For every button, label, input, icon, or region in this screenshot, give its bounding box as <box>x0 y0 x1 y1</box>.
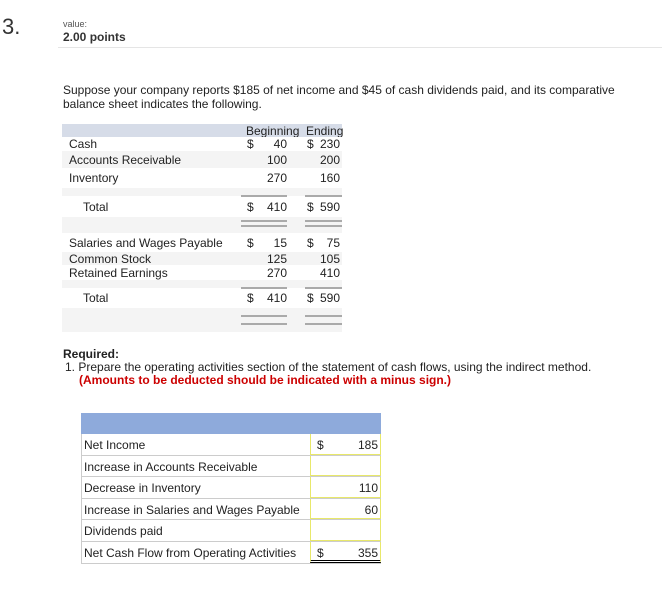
total-underline <box>305 287 342 289</box>
answer-row: Net Income $ 185 <box>81 434 381 456</box>
total-underline <box>241 225 287 227</box>
answer-input[interactable]: 110 <box>310 477 381 498</box>
required-section: Required: 1. Prepare the operating activ… <box>63 348 591 387</box>
dollar-sign: $ <box>307 137 314 151</box>
answer-value: 60 <box>364 502 378 517</box>
beginning-value: 15 <box>273 235 287 250</box>
balance-row: Common Stock 125 105 <box>62 251 342 266</box>
total-underline <box>305 195 342 197</box>
dollar-sign: $ <box>317 546 324 560</box>
required-title: Required: <box>63 347 120 361</box>
beginning-value: 125 <box>266 251 287 266</box>
total-underline <box>241 195 287 197</box>
row-label: Accounts Receivable <box>69 152 182 167</box>
dollar-sign: $ <box>307 291 314 305</box>
answer-label: Increase in Accounts Receivable <box>81 455 310 477</box>
total-underline <box>305 315 342 317</box>
answer-row: Decrease in Inventory 110 <box>81 477 381 499</box>
ending-value: 230 <box>319 137 340 151</box>
spacer-row <box>62 280 342 288</box>
balance-row: Salaries and Wages Payable $ 15 $ 75 <box>62 233 342 252</box>
beginning-value: 270 <box>266 171 287 185</box>
required-note: (Amounts to be deducted should be indica… <box>79 373 452 387</box>
dollar-sign: $ <box>247 291 254 305</box>
spacer-row <box>62 217 342 233</box>
dollar-sign: $ <box>247 235 254 250</box>
balance-row: Accounts Receivable 100 200 <box>62 151 342 168</box>
answer-row: Increase in Salaries and Wages Payable 6… <box>81 498 381 521</box>
balance-row: Retained Earnings 270 410 <box>62 265 342 280</box>
beginning-value: 410 <box>266 291 287 305</box>
row-label: Total <box>83 199 109 214</box>
answer-label: Net Cash Flow from Operating Activities <box>81 542 310 563</box>
row-label: Common Stock <box>69 251 152 266</box>
row-label: Inventory <box>69 171 119 185</box>
spacer-row <box>62 308 342 332</box>
ending-value: 410 <box>319 265 340 280</box>
balance-sheet-header: Beginning Ending <box>62 124 344 138</box>
answer-input[interactable]: $ 355 <box>310 542 381 563</box>
total-underline <box>305 323 342 325</box>
dollar-sign: $ <box>247 199 254 214</box>
answer-input[interactable]: 60 <box>310 498 381 520</box>
answer-label: Decrease in Inventory <box>81 477 310 498</box>
total-row: Total $ 410 $ 590 <box>62 196 342 217</box>
total-underline <box>305 225 342 227</box>
answer-label: Net Income <box>81 434 310 455</box>
answer-input[interactable] <box>310 455 381 477</box>
answer-row: Dividends paid <box>81 520 381 542</box>
dollar-sign: $ <box>307 235 314 250</box>
answer-value: 110 <box>358 481 378 496</box>
header-ending: Ending <box>306 124 344 138</box>
answer-label: Increase in Salaries and Wages Payable <box>81 498 310 520</box>
total-underline <box>241 287 287 289</box>
total-underline <box>241 315 287 317</box>
beginning-value: 270 <box>266 265 287 280</box>
row-label: Retained Earnings <box>69 265 168 280</box>
ending-value: 200 <box>319 152 340 167</box>
ending-value: 105 <box>319 251 340 266</box>
answer-row: Net Cash Flow from Operating Activities … <box>81 542 381 564</box>
spacer-row <box>62 188 342 196</box>
answer-input[interactable]: $ 185 <box>310 434 381 455</box>
row-label: Cash <box>69 137 98 151</box>
answer-table-header <box>81 413 381 434</box>
ending-value: 590 <box>319 199 340 214</box>
ending-value: 75 <box>326 235 340 250</box>
total-underline <box>241 220 287 222</box>
beginning-value: 40 <box>273 137 287 151</box>
balance-row: Cash $ 40 $ 230 <box>62 137 342 151</box>
value-label: value: <box>63 19 88 29</box>
ending-value: 590 <box>319 291 340 305</box>
ending-value: 160 <box>319 171 340 185</box>
required-item: 1. Prepare the operating activities sect… <box>65 360 592 374</box>
question-number: 3. <box>2 14 21 39</box>
answer-label: Dividends paid <box>81 520 310 541</box>
answer-row: Increase in Accounts Receivable <box>81 455 381 478</box>
dollar-sign: $ <box>247 137 254 151</box>
total-row: Total $ 410 $ 590 <box>62 288 342 308</box>
points-value: 2.00 points <box>63 30 126 44</box>
divider <box>58 47 662 48</box>
total-underline <box>305 220 342 222</box>
dollar-sign: $ <box>307 199 314 214</box>
cash-flow-answer-table: Net Income $ 185 Increase in Accounts Rec… <box>81 413 381 565</box>
row-label: Salaries and Wages Payable <box>69 235 223 250</box>
total-underline <box>241 323 287 325</box>
beginning-value: 410 <box>266 199 287 214</box>
row-label: Total <box>83 291 109 305</box>
answer-value: 355 <box>357 546 378 560</box>
header-beginning: Beginning <box>246 124 300 138</box>
beginning-value: 100 <box>266 152 287 167</box>
answer-value: 185 <box>357 438 378 452</box>
balance-sheet-table: Beginning Ending Cash $ 40 $ 230 Accounts… <box>62 124 344 332</box>
question-prompt: Suppose your company reports $185 of net… <box>63 83 615 111</box>
dollar-sign: $ <box>317 438 324 452</box>
answer-input[interactable] <box>310 520 381 541</box>
balance-row: Inventory 270 160 <box>62 168 342 188</box>
